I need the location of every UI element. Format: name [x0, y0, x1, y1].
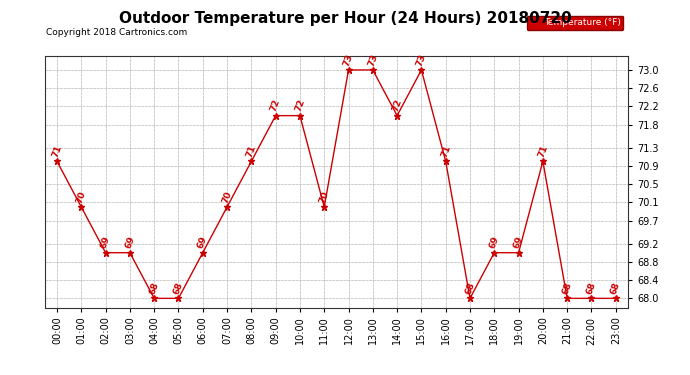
Text: 68: 68 — [609, 281, 622, 296]
Text: 71: 71 — [537, 144, 549, 159]
Text: 68: 68 — [585, 281, 598, 296]
Text: 70: 70 — [318, 189, 331, 204]
Text: 69: 69 — [99, 235, 112, 250]
Text: 68: 68 — [148, 281, 161, 296]
Text: 71: 71 — [440, 144, 452, 159]
Text: 72: 72 — [293, 98, 306, 113]
Legend: Temperature (°F): Temperature (°F) — [526, 15, 623, 30]
Text: Copyright 2018 Cartronics.com: Copyright 2018 Cartronics.com — [46, 28, 188, 37]
Text: 69: 69 — [512, 235, 525, 250]
Text: 69: 69 — [488, 235, 501, 250]
Text: Outdoor Temperature per Hour (24 Hours) 20180720: Outdoor Temperature per Hour (24 Hours) … — [119, 11, 571, 26]
Text: 72: 72 — [391, 98, 404, 113]
Text: 68: 68 — [172, 281, 185, 296]
Text: 71: 71 — [245, 144, 258, 159]
Text: 70: 70 — [75, 189, 88, 204]
Text: 68: 68 — [561, 281, 573, 296]
Text: 69: 69 — [124, 235, 136, 250]
Text: 72: 72 — [269, 98, 282, 113]
Text: 69: 69 — [197, 235, 209, 250]
Text: 68: 68 — [464, 281, 476, 296]
Text: 70: 70 — [221, 189, 233, 204]
Text: 73: 73 — [366, 52, 380, 67]
Text: 73: 73 — [342, 52, 355, 67]
Text: 71: 71 — [50, 144, 63, 159]
Text: 73: 73 — [415, 52, 428, 67]
